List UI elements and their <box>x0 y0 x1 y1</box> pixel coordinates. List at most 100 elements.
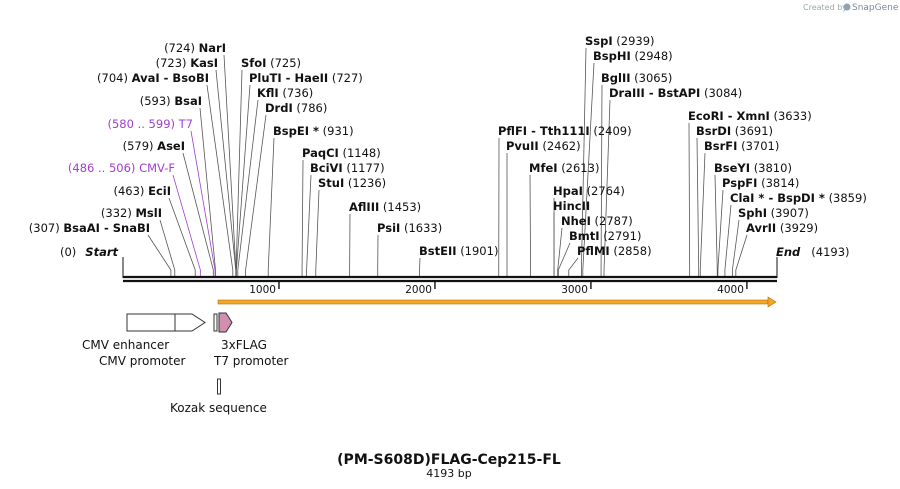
ruler-label: 2000 <box>405 284 432 296</box>
site-label: AflIII (1453) <box>349 200 421 214</box>
site-position: (1453) <box>383 200 421 214</box>
site-name: CMV-F <box>139 161 175 175</box>
site-position: (786) <box>296 101 327 115</box>
site-connector <box>735 234 748 276</box>
site-label: BseYI (3810) <box>714 161 792 175</box>
site-connector <box>172 174 201 276</box>
site-name: MfeI <box>529 161 558 175</box>
site-connector <box>603 99 611 276</box>
site-label: BciVI (1177) <box>310 161 385 175</box>
site-name: AvrII <box>746 221 776 235</box>
site-position: (332) <box>101 206 132 220</box>
site-position: (1236) <box>348 176 386 190</box>
site-position: (931) <box>323 124 354 138</box>
site-connector <box>235 84 251 276</box>
site-label: PflMI (2858) <box>577 244 652 258</box>
site-name: PaqCI <box>302 146 339 160</box>
site-name: MslI <box>135 206 162 220</box>
site-position: (725) <box>270 56 301 70</box>
site-name: AflIII <box>349 200 379 214</box>
svg-text:(0)Start: (0) Start <box>60 245 119 259</box>
orf-arrow <box>217 296 777 308</box>
feature-kozak <box>217 378 221 395</box>
site-label: PvuII (2462) <box>506 139 581 153</box>
site-connector <box>182 152 214 276</box>
site-name: BstEII <box>419 244 457 258</box>
feature-cmv-enhancer <box>126 313 176 332</box>
site-label: StuI (1236) <box>318 176 386 190</box>
site-position: (3701) <box>741 139 779 153</box>
site-label: BglII (3065) <box>601 71 672 85</box>
site-label: HpaI (2764) <box>553 184 625 198</box>
ruler-label: 1000 <box>249 284 276 296</box>
site-connector <box>600 84 603 276</box>
feature-label: (486 .. 506) CMV-F <box>68 161 175 175</box>
site-position: (723) <box>156 56 187 70</box>
label-cmv-promoter: CMV promoter <box>99 354 186 368</box>
site-position: (307) <box>29 221 60 235</box>
site-name: T7 <box>178 117 193 131</box>
start-name: Start <box>85 245 118 259</box>
site-name: NarI <box>199 41 226 55</box>
site-name: HpaI <box>553 184 583 198</box>
site-position: (2948) <box>634 49 672 63</box>
site-position: (1148) <box>343 146 381 160</box>
site-name: EcoRI - XmnI <box>688 109 770 123</box>
site-label: BmtI (2791) <box>569 229 641 243</box>
site-label: NheI (2787) <box>561 214 633 228</box>
site-connector <box>147 234 172 276</box>
feature-t7-promoter <box>213 313 218 332</box>
site-label: PspFI (3814) <box>722 176 799 190</box>
site-label: SphI (3907) <box>738 206 809 220</box>
site-name: BspEI * <box>273 124 319 138</box>
ruler-label: 3000 <box>561 284 588 296</box>
site-position: (2409) <box>593 124 631 138</box>
site-label: AvrII (3929) <box>746 221 818 235</box>
site-connector <box>301 159 304 276</box>
site-name: AvaI - BsoBI <box>132 71 209 85</box>
backbone <box>122 257 778 283</box>
site-connector <box>529 174 531 276</box>
snapgene-logo-icon <box>843 3 851 11</box>
site-label: (332) MslI <box>101 206 162 220</box>
site-position: (463) <box>114 184 145 198</box>
site-connector <box>190 130 216 276</box>
site-position: (3814) <box>761 176 799 190</box>
site-label: (723) KasI <box>156 56 218 70</box>
site-name: ClaI * - BspDI * <box>730 191 825 205</box>
site-position: (3929) <box>780 221 818 235</box>
site-position: (1177) <box>346 161 384 175</box>
site-position: (593) <box>140 94 171 108</box>
site-connector <box>731 219 740 276</box>
site-label: BsrFI (3701) <box>704 139 779 153</box>
site-name: PflMI <box>577 244 610 258</box>
site-label: KflI (736) <box>257 86 313 100</box>
feature-label: (580 .. 599) T7 <box>108 117 194 131</box>
site-position: (1901) <box>460 244 498 258</box>
site-label: PluTI - HaeII (727) <box>249 71 363 85</box>
site-label: BstEII (1901) <box>419 244 498 258</box>
site-name: DrdI <box>265 101 293 115</box>
site-connector <box>557 227 563 276</box>
site-name: BsaAI - SnaBI <box>63 221 150 235</box>
site-connector <box>724 204 732 276</box>
site-name: PvuII <box>506 139 539 153</box>
site-label: BspEI * (931) <box>273 124 354 138</box>
site-name: BsrDI <box>696 124 731 138</box>
site-name: BseYI <box>714 161 750 175</box>
feature-cmv-promoter <box>174 313 206 332</box>
site-name: BglII <box>601 71 631 85</box>
end-pos: (4193) <box>811 245 849 259</box>
site-label: ClaI * - BspDI * (3859) <box>730 191 867 205</box>
site-labels: (724) NarI(723) KasI(704) AvaI - BsoBISf… <box>29 34 867 258</box>
label-t7-promoter: T7 promoter <box>213 354 289 368</box>
site-position: (2462) <box>542 139 580 153</box>
site-label: HincII <box>553 199 590 213</box>
site-connector <box>696 137 700 276</box>
site-connector <box>206 84 234 276</box>
site-name: NheI <box>561 214 591 228</box>
site-label: BspHI (2948) <box>593 49 673 63</box>
site-name: KflI <box>257 86 279 100</box>
site-connector <box>306 174 312 276</box>
label-cmv-enhancer: CMV enhancer <box>82 338 169 352</box>
